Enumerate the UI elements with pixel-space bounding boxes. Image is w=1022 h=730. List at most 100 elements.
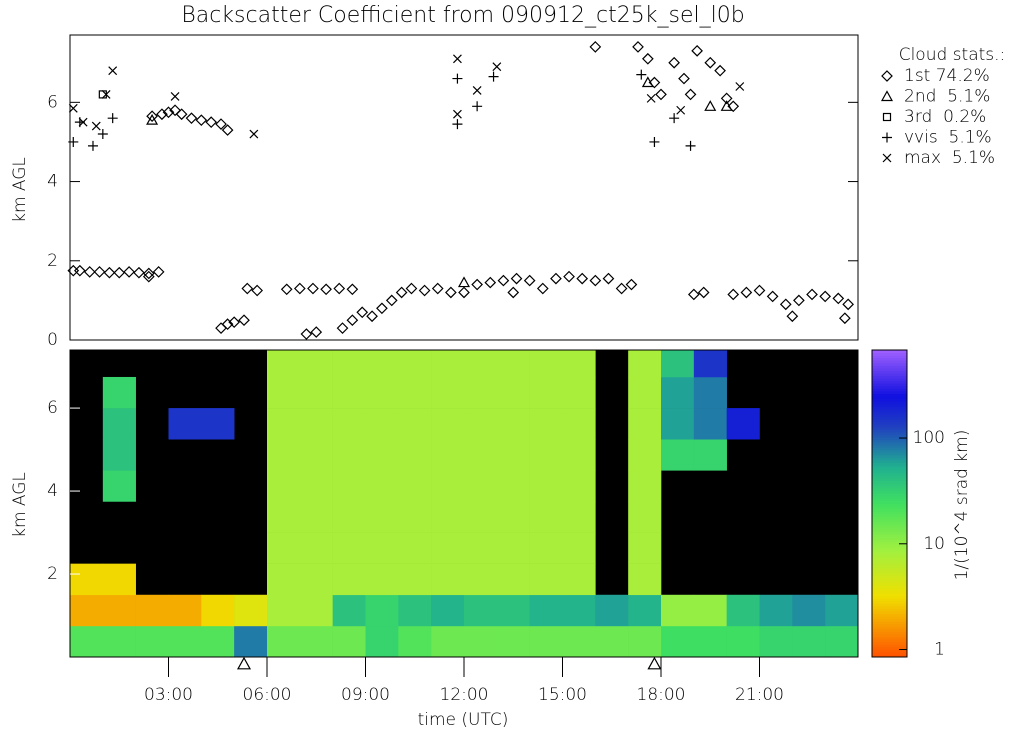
colorbar-swatch xyxy=(872,493,907,497)
plus-marker xyxy=(685,140,696,151)
colorbar-swatch xyxy=(872,483,907,487)
x-tick-label: 09:00 xyxy=(341,685,390,705)
heatmap-cell xyxy=(431,532,465,564)
diamond-marker xyxy=(83,266,96,278)
colorbar-swatch xyxy=(872,610,907,615)
heatmap-cell xyxy=(299,625,333,658)
colorbar-swatch xyxy=(872,426,907,430)
heatmap-cell xyxy=(726,594,760,627)
diamond-marker xyxy=(142,267,155,280)
colorbar-swatch xyxy=(872,490,907,494)
diamond-marker xyxy=(766,290,779,303)
diamond-marker xyxy=(625,278,638,291)
heatmap-cell xyxy=(496,408,530,440)
heatmap-cell xyxy=(529,376,563,409)
heatmap-cell xyxy=(529,501,563,533)
x-marker xyxy=(101,89,111,99)
diamond-marker xyxy=(471,278,483,291)
diamond-marker xyxy=(740,286,753,299)
heatmap-cell xyxy=(529,625,563,658)
plus-marker xyxy=(649,136,660,147)
diamond-marker xyxy=(156,108,168,121)
diamond-marker xyxy=(152,266,165,278)
diamond-marker xyxy=(366,310,378,323)
heatmap-cell xyxy=(628,563,662,596)
diamond-marker xyxy=(221,124,234,136)
heatmap-cell xyxy=(661,594,695,627)
heatmap-cell xyxy=(70,563,104,596)
diamond-marker xyxy=(793,294,805,307)
colorbar-swatch xyxy=(872,401,907,405)
colorbar-swatch xyxy=(872,408,907,412)
colorbar-swatch xyxy=(872,557,907,561)
y-axis-label: km AGL xyxy=(10,157,30,223)
diamond-marker xyxy=(205,116,218,128)
plus-marker xyxy=(488,71,499,82)
triangle-marker xyxy=(647,656,662,670)
colorbar-swatch xyxy=(872,431,907,435)
heatmap-cell xyxy=(661,439,695,471)
colorbar-swatch xyxy=(872,439,907,443)
colorbar-swatch xyxy=(872,582,907,586)
heatmap-cell xyxy=(628,594,662,627)
y-tick-label: 0 xyxy=(47,330,58,350)
colorbar-swatch xyxy=(872,516,907,520)
heatmap-cell xyxy=(299,376,333,409)
heatmap-cell xyxy=(825,625,859,658)
heatmap-cell xyxy=(562,532,596,564)
heatmap-cell xyxy=(332,439,366,471)
colorbar-swatch xyxy=(872,508,907,512)
heatmap-cell xyxy=(693,350,727,378)
diamond-marker xyxy=(169,104,181,117)
triangle-marker xyxy=(457,276,471,288)
colorbar-swatch xyxy=(872,465,907,469)
colorbar-swatch xyxy=(872,352,907,356)
diamond-marker xyxy=(215,322,227,334)
heatmap-cell xyxy=(562,350,596,378)
heatmap-cell xyxy=(496,470,530,502)
diamond-marker xyxy=(241,282,254,295)
heatmap-cell xyxy=(562,408,596,440)
colorbar-swatch xyxy=(872,511,907,515)
heatmap-cell xyxy=(135,625,169,658)
diamond-marker xyxy=(615,282,628,295)
heatmap-cell xyxy=(267,594,301,627)
x-marker xyxy=(492,62,502,72)
heatmap-cell xyxy=(496,563,530,596)
heatmap-cell xyxy=(529,350,563,378)
colorbar-swatch xyxy=(872,552,907,556)
heatmap-cell xyxy=(102,376,136,409)
x-tick-label: 12:00 xyxy=(440,685,489,705)
diamond-marker xyxy=(346,283,359,296)
diamond-marker xyxy=(215,118,227,130)
heatmap-cell xyxy=(102,470,136,502)
heatmap-cell xyxy=(299,501,333,533)
diamond-marker xyxy=(806,288,818,301)
y-tick-label: 2 xyxy=(47,564,58,584)
colorbar-swatch xyxy=(872,529,907,533)
colorbar-swatch xyxy=(872,567,907,571)
heatmap-cell xyxy=(201,594,235,627)
colorbar-swatch xyxy=(872,613,907,617)
colorbar-swatch xyxy=(872,562,907,566)
heatmap-cell xyxy=(365,350,399,378)
colorbar-swatch xyxy=(872,470,907,474)
heatmap-cell xyxy=(267,408,301,440)
colorbar-swatch xyxy=(872,380,907,384)
heatmap-cell xyxy=(299,439,333,471)
colorbar-swatch xyxy=(872,633,907,638)
heatmap-cell xyxy=(431,376,465,409)
colorbar-swatch xyxy=(872,577,907,581)
x-marker xyxy=(453,109,462,119)
heatmap-cell xyxy=(628,408,662,440)
colorbar-swatch xyxy=(872,636,907,640)
colorbar-swatch xyxy=(872,460,907,464)
colorbar-swatch xyxy=(872,498,907,502)
diamond-marker xyxy=(497,274,510,287)
colorbar-swatch xyxy=(872,626,907,630)
heatmap-cell xyxy=(562,376,596,409)
heatmap-cell xyxy=(529,439,563,471)
diamond-marker xyxy=(195,114,208,127)
colorbar-swatch xyxy=(872,628,907,632)
heatmap-cell xyxy=(398,350,432,378)
